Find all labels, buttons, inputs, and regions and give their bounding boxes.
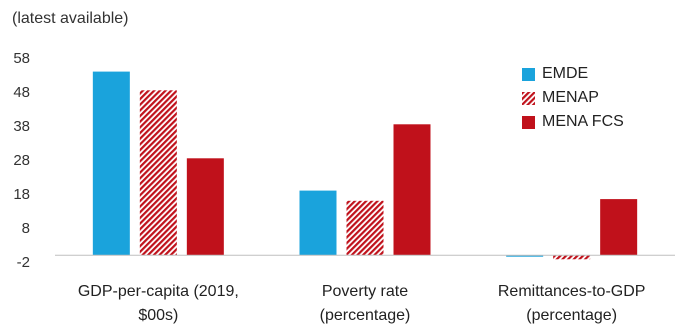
bar-mena-fcs-1 bbox=[393, 124, 431, 256]
x-category-label: (percentage) bbox=[526, 307, 617, 324]
legend-label-menap: MENAP bbox=[542, 89, 599, 106]
y-tick-label: 48 bbox=[13, 84, 30, 101]
legend-label-emde: EMDE bbox=[542, 65, 589, 82]
y-tick-label: -2 bbox=[17, 254, 30, 271]
legend-item-emde: EMDE bbox=[522, 62, 624, 86]
legend-item-mena-fcs: MENA FCS bbox=[522, 110, 624, 134]
x-category-label: $00s) bbox=[138, 307, 178, 324]
legend-swatch-emde bbox=[522, 67, 535, 81]
y-tick-label: 8 bbox=[22, 220, 30, 237]
bar-emde-0 bbox=[92, 71, 130, 256]
y-axis-ticks: 58 48 38 28 18 8 -2 bbox=[13, 50, 30, 271]
legend-item-menap: MENAP bbox=[522, 86, 624, 110]
bar-emde-2 bbox=[506, 255, 544, 257]
x-category-label: Poverty rate bbox=[322, 283, 408, 300]
x-axis-labels: GDP-per-capita (2019, $00s) Poverty rate (p… bbox=[78, 283, 646, 324]
bar-mena-fcs-2 bbox=[600, 199, 638, 256]
legend-label-mena-fcs: MENA FCS bbox=[542, 113, 624, 130]
y-tick-label: 58 bbox=[13, 50, 30, 67]
y-tick-label: 18 bbox=[13, 186, 30, 203]
y-tick-label: 28 bbox=[13, 152, 30, 169]
x-category-label: (percentage) bbox=[320, 307, 411, 324]
bar-menap-1 bbox=[346, 200, 384, 256]
y-tick-label: 38 bbox=[13, 118, 30, 135]
bar-menap-0 bbox=[139, 90, 177, 256]
bar-menap-2 bbox=[553, 255, 591, 260]
chart-subtitle: (latest available) bbox=[12, 10, 129, 27]
legend-swatch-menap bbox=[522, 91, 535, 105]
x-category-label: GDP-per-capita (2019, bbox=[78, 283, 239, 300]
legend-swatch-mena-fcs bbox=[522, 115, 535, 129]
x-category-label: Remittances-to-GDP bbox=[498, 283, 646, 300]
bars bbox=[92, 71, 638, 260]
bar-emde-1 bbox=[299, 190, 337, 256]
chart-legend: EMDE MENAP MENA FCS bbox=[522, 62, 624, 134]
bar-mena-fcs-0 bbox=[186, 158, 224, 256]
